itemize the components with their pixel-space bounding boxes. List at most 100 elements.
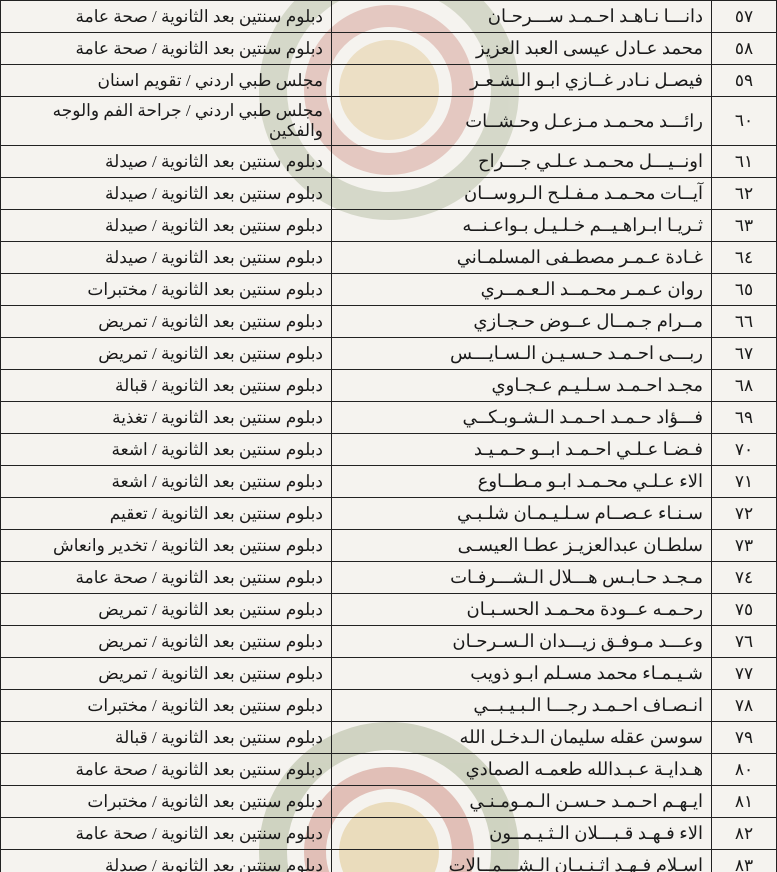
row-number: ٦٠ bbox=[712, 97, 777, 146]
row-qualification: مجلس طبي اردني / جراحة الفم والوجه والفك… bbox=[1, 97, 332, 146]
row-name: اونــيـــل محـمـد عـلـي جـــراح bbox=[332, 146, 712, 178]
table-row: ٥٨محمد عـادل عيسى العبد العزيزدبلوم سنتي… bbox=[1, 33, 777, 65]
table-row: ٦٠رائـــد محـمـد مـزعـل وحـشــاتمجلس طبي… bbox=[1, 97, 777, 146]
row-name: سـنـاء عـصــام سـلـيـمـان شلـبـي bbox=[332, 498, 712, 530]
row-name: غـادة عـمـر مصطـفى المسلمـاني bbox=[332, 242, 712, 274]
table-row: ٨١ايـهـم احـمـد حـسـن الـمـومـنـيدبلوم س… bbox=[1, 786, 777, 818]
row-number: ٧٨ bbox=[712, 690, 777, 722]
row-name: سلطـان عبدالعزيـز عطـا العيسـى bbox=[332, 530, 712, 562]
row-number: ٧٣ bbox=[712, 530, 777, 562]
row-qualification: دبلوم سنتين بعد الثانوية / صيدلة bbox=[1, 146, 332, 178]
row-number: ٦٣ bbox=[712, 210, 777, 242]
row-qualification: دبلوم سنتين بعد الثانوية / تمريض bbox=[1, 338, 332, 370]
row-name: شـيـمـاء محمد مسـلم ابـو ذويب bbox=[332, 658, 712, 690]
row-number: ٦٦ bbox=[712, 306, 777, 338]
table-row: ٦٧ربـــى احـمـد حـسـيـن الـسـايـــسدبلوم… bbox=[1, 338, 777, 370]
row-qualification: دبلوم سنتين بعد الثانوية / تعقيم bbox=[1, 498, 332, 530]
row-name: انـصـاف احـمـد رجـــا الـبـيـبــي bbox=[332, 690, 712, 722]
table-row: ٦٤غـادة عـمـر مصطـفى المسلمـانيدبلوم سنت… bbox=[1, 242, 777, 274]
row-number: ٦٤ bbox=[712, 242, 777, 274]
row-qualification: دبلوم سنتين بعد الثانوية / صحة عامة bbox=[1, 33, 332, 65]
row-number: ٧١ bbox=[712, 466, 777, 498]
row-number: ٧٧ bbox=[712, 658, 777, 690]
row-number: ٧٩ bbox=[712, 722, 777, 754]
row-name: روان عـمـر محـمــد الـعـمــري bbox=[332, 274, 712, 306]
row-qualification: دبلوم سنتين بعد الثانوية / مختبرات bbox=[1, 690, 332, 722]
row-name: ثـريـا ابـراهـيــم خـلـيـل بـواعـنــه bbox=[332, 210, 712, 242]
row-name: اسـلام فـهـد اثـنـيـان الـشـــمــالات bbox=[332, 850, 712, 872]
table-row: ٨٢الاء فـهـد قـبـــلان الـثـيـمــوندبلوم… bbox=[1, 818, 777, 850]
row-name: وعـــد مـوفـق زيـــدان الـسـرحـان bbox=[332, 626, 712, 658]
row-number: ٥٨ bbox=[712, 33, 777, 65]
row-qualification: دبلوم سنتين بعد الثانوية / تخدير وانعاش bbox=[1, 530, 332, 562]
table-row: ٧٧شـيـمـاء محمد مسـلم ابـو ذويبدبلوم سنت… bbox=[1, 658, 777, 690]
row-qualification: دبلوم سنتين بعد الثانوية / تمريض bbox=[1, 658, 332, 690]
row-name: مجـد احـمـد سـلـيـم عـجـاوي bbox=[332, 370, 712, 402]
table-row: ٦٢آيــات محـمـد مـفـلـح الـروســاندبلوم … bbox=[1, 178, 777, 210]
row-number: ٦٥ bbox=[712, 274, 777, 306]
row-name: رائـــد محـمـد مـزعـل وحـشــات bbox=[332, 97, 712, 146]
table-row: ٦٩فـــؤاد حـمـد احـمـد الـشـوبـكــيدبلوم… bbox=[1, 402, 777, 434]
row-name: آيــات محـمـد مـفـلـح الـروســان bbox=[332, 178, 712, 210]
row-qualification: دبلوم سنتين بعد الثانوية / تغذية bbox=[1, 402, 332, 434]
table-row: ٦١اونــيـــل محـمـد عـلـي جـــراحدبلوم س… bbox=[1, 146, 777, 178]
row-qualification: دبلوم سنتين بعد الثانوية / صيدلة bbox=[1, 210, 332, 242]
row-number: ٨١ bbox=[712, 786, 777, 818]
row-number: ٦١ bbox=[712, 146, 777, 178]
row-qualification: دبلوم سنتين بعد الثانوية / اشعة bbox=[1, 466, 332, 498]
row-qualification: دبلوم سنتين بعد الثانوية / تمريض bbox=[1, 594, 332, 626]
row-number: ٦٢ bbox=[712, 178, 777, 210]
table-row: ٧٨انـصـاف احـمـد رجـــا الـبـيـبــيدبلوم… bbox=[1, 690, 777, 722]
table-row: ٧٥رحـمـه عــودة محـمـد الحسـبـاندبلوم سن… bbox=[1, 594, 777, 626]
row-number: ٦٧ bbox=[712, 338, 777, 370]
row-name: مــرام جـمــال عــوض حـجـازي bbox=[332, 306, 712, 338]
row-name: فـــؤاد حـمـد احـمـد الـشـوبـكــي bbox=[332, 402, 712, 434]
row-name: ربـــى احـمـد حـسـيـن الـسـايـــس bbox=[332, 338, 712, 370]
table-row: ٨٣اسـلام فـهـد اثـنـيـان الـشـــمــالاتد… bbox=[1, 850, 777, 872]
table-row: ٥٩فيصـل نـادر غــازي ابـو الـشـعـرمجلس ط… bbox=[1, 65, 777, 97]
row-number: ٧٠ bbox=[712, 434, 777, 466]
table-row: ٦٣ثـريـا ابـراهـيــم خـلـيـل بـواعـنــهد… bbox=[1, 210, 777, 242]
row-number: ٧٥ bbox=[712, 594, 777, 626]
row-name: ايـهـم احـمـد حـسـن الـمـومـنـي bbox=[332, 786, 712, 818]
row-number: ٥٧ bbox=[712, 1, 777, 33]
row-qualification: دبلوم سنتين بعد الثانوية / تمريض bbox=[1, 626, 332, 658]
names-table: ٥٧دانـــا نـاهـد احـمـد ســـرحـاندبلوم س… bbox=[0, 0, 777, 872]
row-qualification: دبلوم سنتين بعد الثانوية / صحة عامة bbox=[1, 754, 332, 786]
table-row: ٨٠هـدايـة عـبـدالله طعمـه الصماديدبلوم س… bbox=[1, 754, 777, 786]
row-qualification: دبلوم سنتين بعد الثانوية / قبالة bbox=[1, 370, 332, 402]
row-number: ٦٩ bbox=[712, 402, 777, 434]
row-qualification: دبلوم سنتين بعد الثانوية / اشعة bbox=[1, 434, 332, 466]
row-name: رحـمـه عــودة محـمـد الحسـبـان bbox=[332, 594, 712, 626]
row-qualification: مجلس طبي اردني / تقويم اسنان bbox=[1, 65, 332, 97]
row-name: فيصـل نـادر غــازي ابـو الـشـعـر bbox=[332, 65, 712, 97]
row-name: محمد عـادل عيسى العبد العزيز bbox=[332, 33, 712, 65]
table-row: ٥٧دانـــا نـاهـد احـمـد ســـرحـاندبلوم س… bbox=[1, 1, 777, 33]
table-row: ٧٢سـنـاء عـصــام سـلـيـمـان شلـبـيدبلوم … bbox=[1, 498, 777, 530]
row-name: دانـــا نـاهـد احـمـد ســـرحـان bbox=[332, 1, 712, 33]
row-name: الاء فـهـد قـبـــلان الـثـيـمــون bbox=[332, 818, 712, 850]
table-row: ٧١الاء عـلـي محـمـد ابـو مـطــاوعدبلوم س… bbox=[1, 466, 777, 498]
table-row: ٧٤مـجـد حـابـس هـــلال الـشـــرفـاتدبلوم… bbox=[1, 562, 777, 594]
table-row: ٧٠فـضـا عـلـي احـمـد ابــو حـمـيـددبلوم … bbox=[1, 434, 777, 466]
row-number: ٨٢ bbox=[712, 818, 777, 850]
table-row: ٦٦مــرام جـمــال عــوض حـجـازيدبلوم سنتي… bbox=[1, 306, 777, 338]
table-row: ٦٨مجـد احـمـد سـلـيـم عـجـاويدبلوم سنتين… bbox=[1, 370, 777, 402]
table-row: ٧٣سلطـان عبدالعزيـز عطـا العيسـىدبلوم سن… bbox=[1, 530, 777, 562]
row-qualification: دبلوم سنتين بعد الثانوية / مختبرات bbox=[1, 786, 332, 818]
row-name: سوسن عقله سليمان الـدخـل الله bbox=[332, 722, 712, 754]
row-qualification: دبلوم سنتين بعد الثانوية / مختبرات bbox=[1, 274, 332, 306]
row-number: ٧٢ bbox=[712, 498, 777, 530]
row-name: فـضـا عـلـي احـمـد ابــو حـمـيـد bbox=[332, 434, 712, 466]
row-number: ٧٦ bbox=[712, 626, 777, 658]
table-row: ٧٩سوسن عقله سليمان الـدخـل اللهدبلوم سنت… bbox=[1, 722, 777, 754]
row-qualification: دبلوم سنتين بعد الثانوية / صحة عامة bbox=[1, 562, 332, 594]
table-row: ٦٥روان عـمـر محـمــد الـعـمــريدبلوم سنت… bbox=[1, 274, 777, 306]
row-qualification: دبلوم سنتين بعد الثانوية / قبالة bbox=[1, 722, 332, 754]
row-name: الاء عـلـي محـمـد ابـو مـطــاوع bbox=[332, 466, 712, 498]
row-number: ٨٠ bbox=[712, 754, 777, 786]
row-qualification: دبلوم سنتين بعد الثانوية / صيدلة bbox=[1, 242, 332, 274]
row-qualification: دبلوم سنتين بعد الثانوية / صحة عامة bbox=[1, 818, 332, 850]
row-qualification: دبلوم سنتين بعد الثانوية / صحة عامة bbox=[1, 1, 332, 33]
row-number: ٨٣ bbox=[712, 850, 777, 872]
